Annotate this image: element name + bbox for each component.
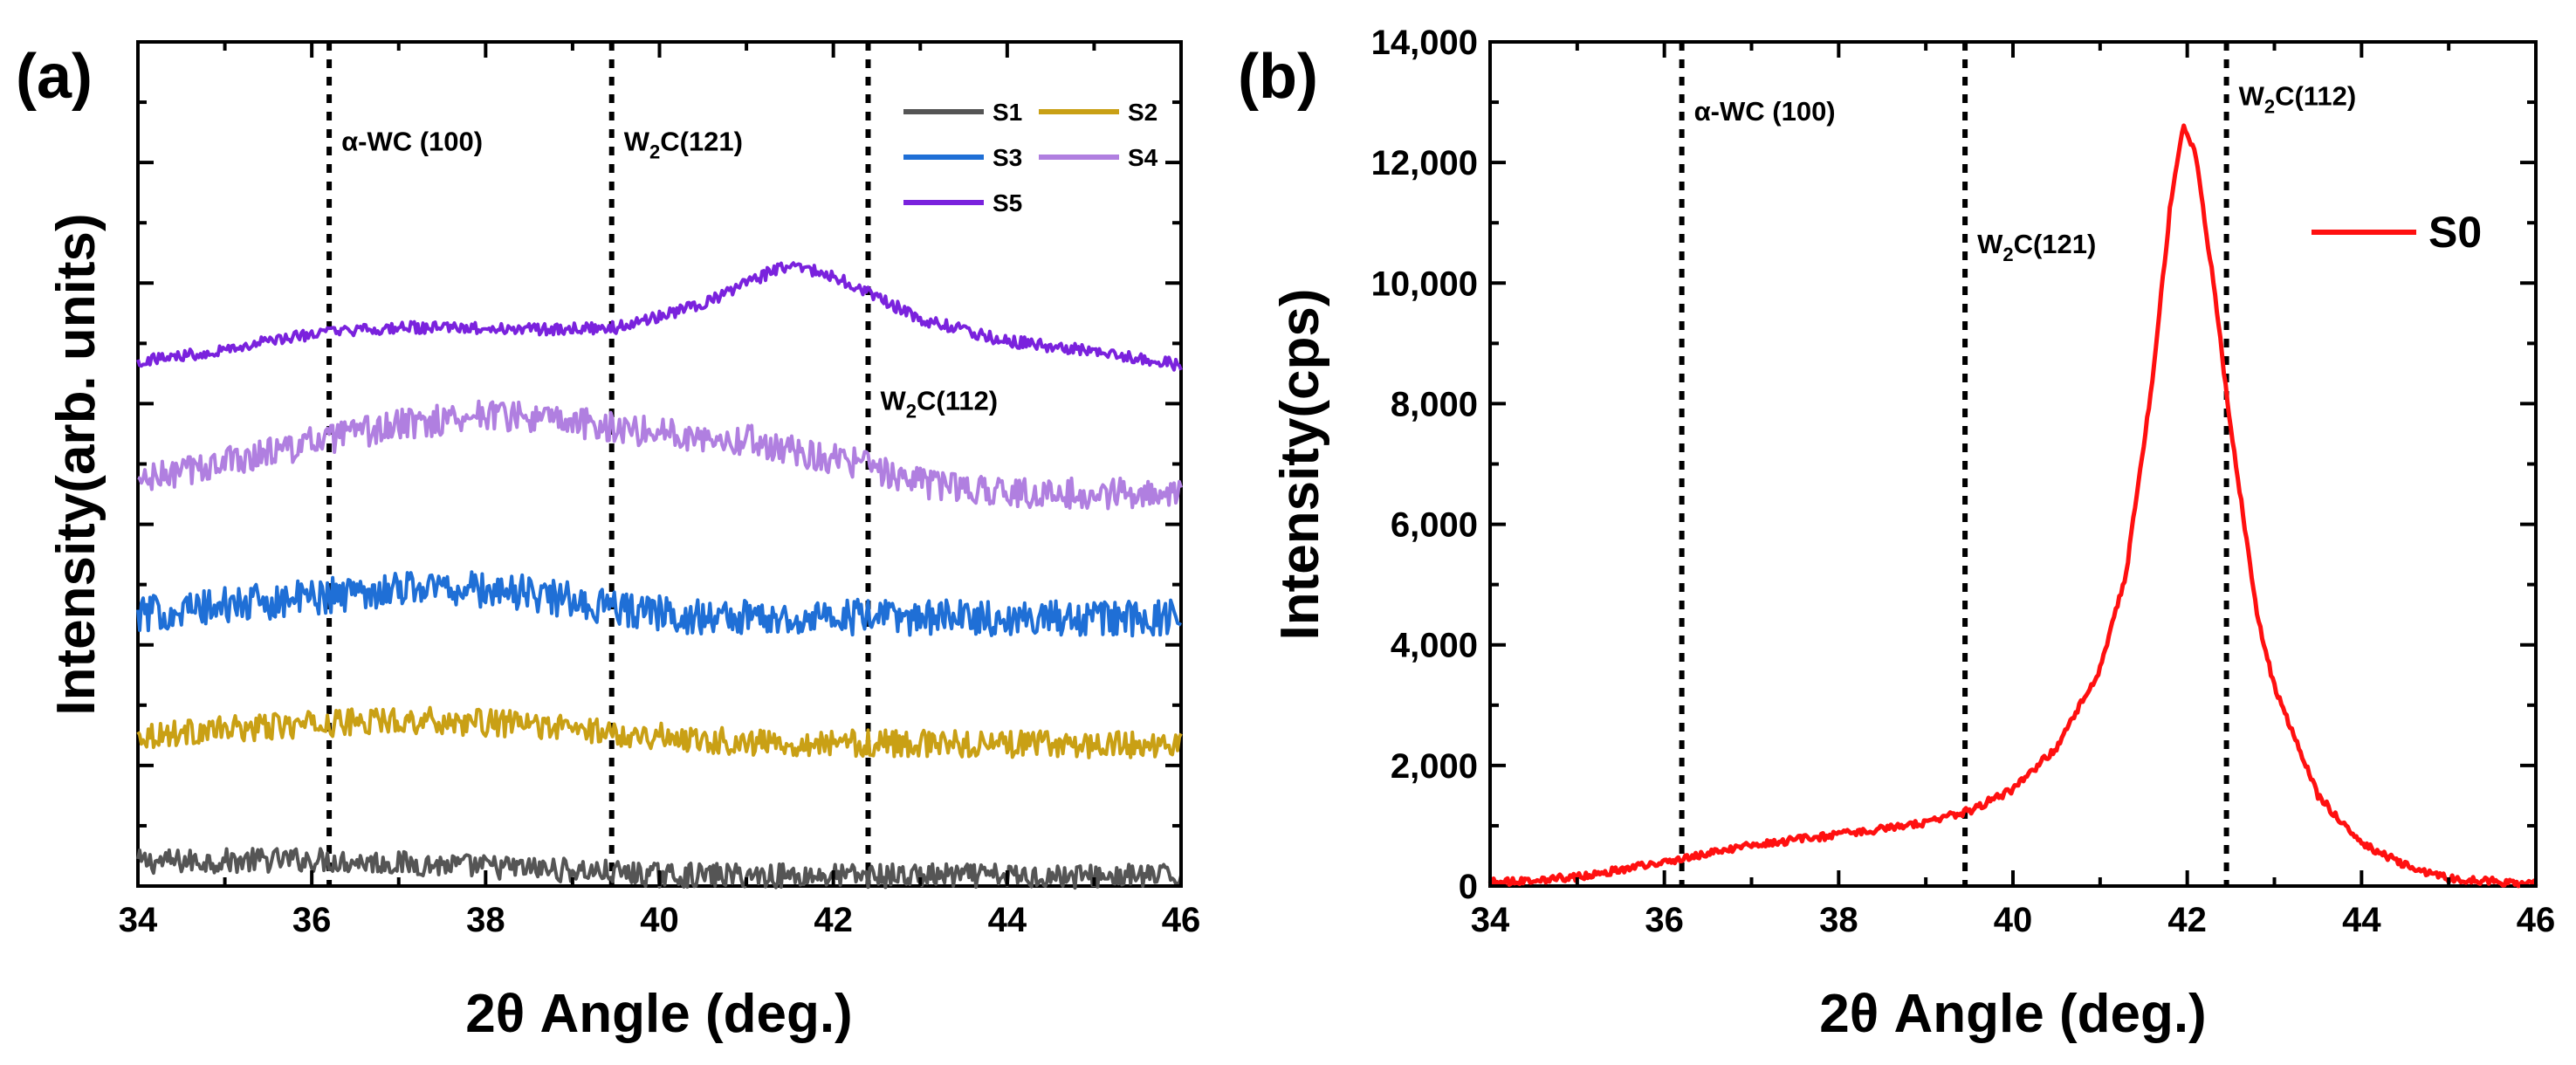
legend-label-S5: S5 — [993, 189, 1022, 216]
panel-a-x-axis-title: 2θ Angle (deg.) — [465, 984, 852, 1044]
legend-label-S2: S2 — [1128, 99, 1157, 126]
panel-b-series — [1487, 123, 2538, 889]
panel-b-x-axis-title: 2θ Angle (deg.) — [1819, 984, 2206, 1044]
reference-line-label: α-WC (100) — [1694, 96, 1836, 127]
panel-a: (a) α-WC (100) W2C(121) W2C(112) 34 36 38 40 4… — [16, 40, 1201, 1044]
panel-a-series — [136, 261, 1183, 890]
x-tick-label: 40 — [640, 901, 679, 939]
legend-label-S0: S0 — [2428, 208, 2482, 257]
panel-b-plot-frame — [1488, 40, 2538, 888]
y-tick-label: 14,000 — [1371, 24, 1478, 62]
y-tick-label: 10,000 — [1371, 265, 1478, 303]
y-tick-label: 6,000 — [1391, 506, 1478, 545]
panel-a-label: (a) — [16, 42, 93, 112]
panel-b-x-ticks: 34 36 38 40 42 44 46 — [1471, 42, 2556, 939]
x-tick-label: 44 — [988, 901, 1027, 939]
panel-b-y-ticks: 0 2,000 4,000 6,000 8,000 10,000 12,000 14,000 — [1371, 24, 2536, 906]
y-tick-label: 8,000 — [1391, 385, 1478, 423]
legend-label-S4: S4 — [1128, 144, 1158, 171]
reference-line-label: α-WC (100) — [341, 126, 483, 156]
x-tick-label: 36 — [292, 901, 332, 939]
panel-b-label: (b) — [1238, 42, 1318, 112]
x-tick-label: 42 — [2167, 901, 2207, 939]
x-tick-label: 34 — [119, 901, 158, 939]
x-tick-label: 38 — [466, 901, 505, 939]
reference-line-label: W2C(121) — [624, 126, 743, 162]
panel-b: (b) α-WC (100) W2C(121) W2C(112) 34 36 38 40 4… — [1238, 24, 2555, 1044]
panel-b-legend: S0 — [2312, 208, 2482, 257]
panel-a-x-ticks: 34 36 38 40 42 44 46 — [119, 42, 1201, 939]
series-line-S0 — [1487, 123, 2538, 889]
panel-a-y-axis-title: Intensity(arb. units) — [46, 213, 106, 715]
panel-b-reference-lines: α-WC (100) W2C(121) W2C(112) — [1679, 42, 2357, 886]
panel-a-reference-lines: α-WC (100) W2C(121) W2C(112) — [326, 42, 999, 886]
x-tick-label: 46 — [1162, 901, 1201, 939]
y-tick-label: 12,000 — [1371, 144, 1478, 182]
x-tick-label: 38 — [1819, 901, 1858, 939]
x-tick-label: 42 — [814, 901, 853, 939]
legend-label-S3: S3 — [993, 144, 1022, 171]
x-tick-label: 44 — [2342, 901, 2381, 939]
panel-a-plot-frame — [136, 40, 1183, 888]
panel-b-y-axis-title: Intensity(cps) — [1270, 288, 1330, 640]
panel-a-y-ticks — [138, 40, 1181, 888]
series-line-S5 — [136, 261, 1183, 372]
y-tick-label: 4,000 — [1391, 627, 1478, 665]
legend-label-S1: S1 — [993, 99, 1022, 126]
y-tick-label: 2,000 — [1391, 747, 1478, 786]
series-line-S3 — [136, 570, 1183, 638]
x-tick-label: 40 — [1994, 901, 2033, 939]
series-line-S4 — [137, 399, 1183, 511]
x-tick-label: 46 — [2517, 901, 2556, 939]
x-tick-label: 36 — [1645, 901, 1684, 939]
series-line-S2 — [136, 705, 1183, 759]
y-tick-label: 0 — [1459, 868, 1478, 906]
reference-line-label: W2C(112) — [881, 385, 999, 422]
reference-line-label: W2C(112) — [2239, 81, 2357, 118]
panel-a-legend: S1 S2 S3 S4 S5 — [903, 99, 1158, 216]
x-tick-label: 34 — [1471, 901, 1510, 939]
reference-line-label: W2C(121) — [1977, 229, 2096, 265]
